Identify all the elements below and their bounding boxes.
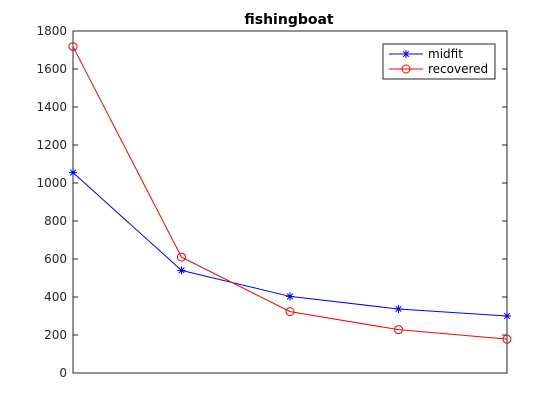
y-tick-label: 1600: [36, 62, 67, 76]
series-recovered: [68, 42, 512, 344]
data-point-circle: [502, 334, 512, 344]
data-point-asterisk: [286, 292, 294, 301]
data-point-asterisk: [177, 266, 186, 275]
data-point-asterisk: [394, 304, 403, 313]
legend-entry-midfit: midfit: [389, 47, 463, 61]
data-point-circle: [177, 252, 186, 262]
data-point-circle: [285, 307, 295, 317]
series-layer: [68, 42, 512, 344]
y-tick-label: 400: [44, 290, 67, 304]
series-midfit: [69, 168, 511, 320]
y-tick-label: 1800: [36, 24, 67, 38]
data-point-circle: [394, 325, 403, 335]
y-tick-label: 1400: [36, 100, 67, 114]
y-tick-label: 1000: [36, 176, 67, 190]
legend-label: recovered: [428, 62, 488, 76]
y-tick-label: 1200: [36, 138, 67, 152]
data-point-asterisk: [69, 168, 77, 177]
series-line: [72, 46, 508, 340]
legend-label: midfit: [428, 47, 463, 61]
legend-marker-asterisk: [402, 50, 410, 58]
plot-box: [72, 30, 508, 374]
plot-axes: 0 200 400 600 800 1000 1200 1400 1600 1800: [36, 24, 508, 380]
y-tick-label: 600: [44, 252, 67, 266]
y-tick-label: 0: [59, 366, 67, 380]
legend-marker-circle: [401, 64, 411, 74]
data-point-circle: [68, 42, 78, 52]
legend-box: [382, 43, 496, 80]
y-tick-label: 800: [44, 214, 67, 228]
data-point-asterisk: [503, 312, 511, 320]
y-tick-label: 200: [44, 328, 67, 342]
chart-title: fishingboat: [244, 12, 334, 28]
legend-entry-recovered: recovered: [389, 62, 488, 76]
